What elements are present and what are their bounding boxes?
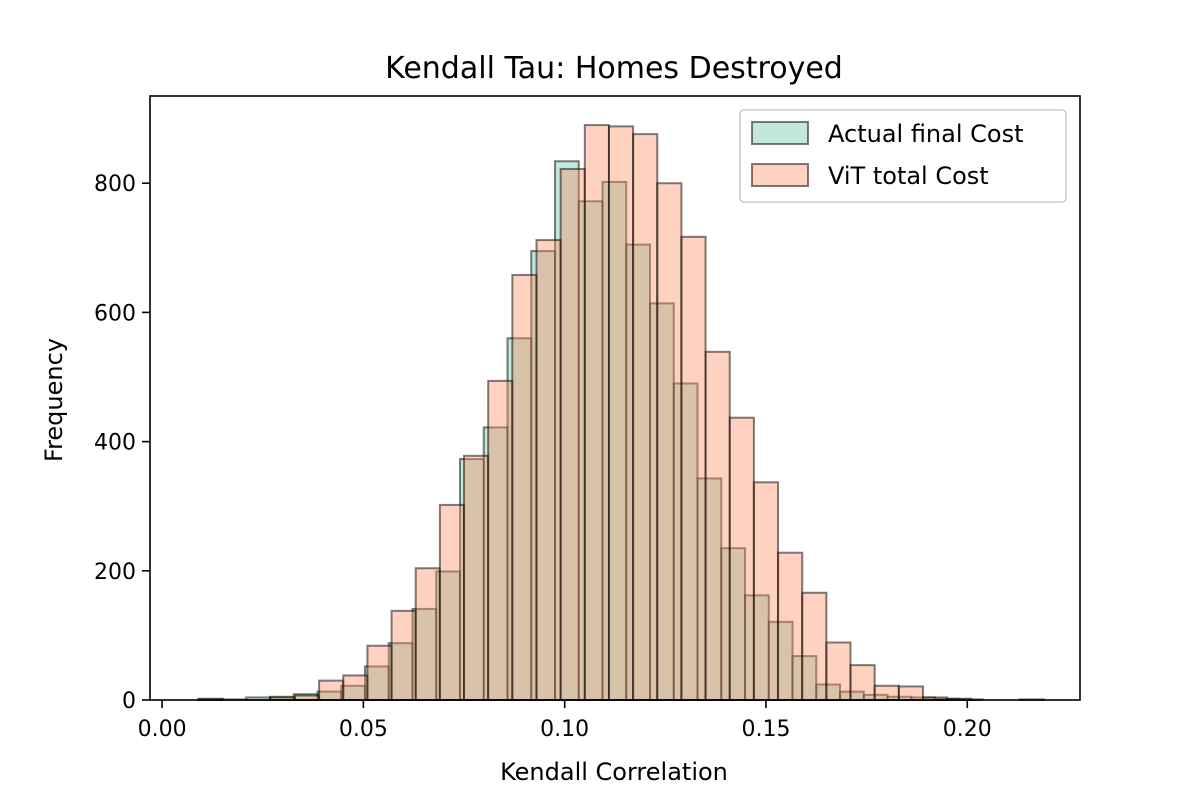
histogram-bar [559,167,586,702]
histogram-bar [656,182,683,701]
histogram-bar [318,679,345,701]
histogram-bar [849,664,876,701]
histogram-bar [583,124,610,701]
y-tick-label: 0 [122,689,136,714]
histogram-bar [342,674,369,701]
plot-frame [149,95,1081,701]
histogram-bar [607,125,635,701]
y-axis-ticks: 0 200 400 600 800 [94,172,150,714]
histogram-bar [825,641,852,702]
x-axis-label: Kendall Correlation [500,758,728,786]
histogram-bar [414,567,441,702]
legend-box [739,109,1067,203]
histogram-bar [728,416,755,701]
histogram-bar [873,684,900,701]
histogram-bar [801,591,828,701]
histogram-bar [390,609,417,701]
histogram-bar [897,685,924,701]
histogram-bar [487,379,514,701]
legend-label-actual-final-cost: Actual final Cost [828,120,1024,148]
histogram-bar [438,503,466,701]
x-tick-label: 0.00 [138,717,187,742]
y-tick-label: 400 [94,431,136,456]
x-tick-label: 0.20 [943,717,992,742]
y-axis-label: Frequency [40,338,68,462]
legend: Actual final Cost ViT total Cost [739,109,1067,203]
legend-swatch-actual-final-cost [751,121,809,145]
histogram-bar [752,481,780,701]
histogram-bar [632,133,659,702]
x-tick-label: 0.10 [540,717,589,742]
y-tick-label: 800 [94,172,136,197]
histogram-bar [511,273,538,701]
histogram-bar [366,644,393,701]
y-tick-label: 200 [94,560,136,585]
series-1-bars [197,124,1045,702]
histogram-bars [197,124,1045,702]
histogram-bar [777,551,804,701]
histogram-bar [704,350,731,701]
legend-label-vit-total-cost: ViT total Cost [828,162,989,190]
legend-swatch-vit-total-cost [751,163,809,187]
x-axis-ticks: 0.00 0.05 0.10 0.15 0.20 [138,700,992,742]
y-tick-label: 600 [94,301,136,326]
x-tick-label: 0.05 [339,717,388,742]
histogram-bar [680,235,707,701]
histogram-bar [463,454,490,701]
x-tick-label: 0.15 [741,717,790,742]
chart-title: Kendall Tau: Homes Destroyed [385,51,843,86]
histogram-bar [535,239,562,702]
